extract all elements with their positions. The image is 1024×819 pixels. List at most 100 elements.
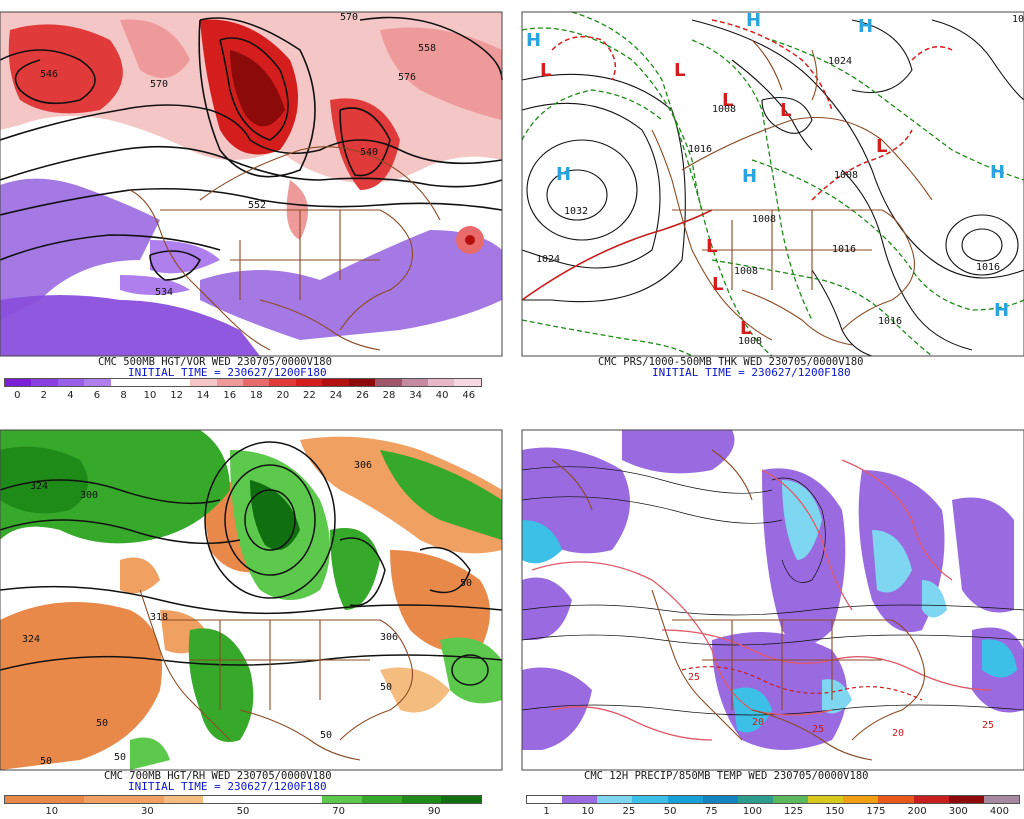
colorbar-swatch — [124, 796, 164, 803]
contour-label: 50 — [320, 730, 332, 741]
isobar-label: 1008 — [834, 170, 858, 181]
contour-label: 576 — [398, 72, 416, 83]
contour-label: 570 — [150, 79, 168, 90]
colorbar-tick-label: 14 — [196, 390, 210, 401]
contour-label: 324 — [30, 481, 48, 492]
low-pressure-marker: L — [876, 136, 887, 157]
panel-title: CMC 500MB HGT/VOR WED 230705/0000V180 — [98, 356, 332, 368]
colorbar-swatch — [913, 796, 949, 803]
colorbar-swatch — [216, 379, 243, 386]
colorbar-swatch — [84, 796, 125, 803]
contour-label: 306 — [354, 460, 372, 471]
colorbar-swatch — [527, 796, 563, 803]
colorbar-swatch — [5, 796, 45, 803]
isotherm-label: 20 — [752, 717, 764, 728]
panel-pressure-thickness: H H H H H H H L L L L L L L L 1032 10 — [512, 0, 1024, 410]
colorbar-tick-label: 300 — [948, 806, 968, 817]
low-pressure-marker: L — [740, 318, 751, 339]
colorbar-swatch — [401, 796, 442, 803]
isobar-label: 1016 — [832, 244, 856, 255]
colorbar-tick-label: 34 — [409, 390, 422, 401]
isobar-label: 1008 — [712, 104, 736, 115]
panel-precip-850mb-temp: 25 20 25 20 25 CMC 12H PRECIP/850MB TEMP… — [512, 410, 1024, 819]
isotherm-label: 25 — [982, 720, 994, 731]
contour-label: 570 — [340, 12, 358, 23]
colorbar-swatch — [163, 379, 191, 386]
low-pressure-marker: L — [540, 60, 551, 81]
colorbar-humidity — [4, 795, 482, 804]
isotherm-label: 25 — [688, 672, 700, 683]
contour-label: 546 — [40, 69, 58, 80]
contour-label: 318 — [150, 612, 168, 623]
panel-title: CMC 12H PRECIP/850MB TEMP WED 230705/000… — [584, 770, 869, 782]
colorbar-swatch — [948, 796, 984, 803]
low-pressure-marker: L — [722, 90, 733, 111]
colorbar-tick-label: 2 — [40, 390, 48, 401]
colorbar-swatch — [31, 379, 58, 386]
contour-label: 50 — [40, 756, 52, 767]
panel-title: CMC PRS/1000-500MB THK WED 230705/0000V1… — [598, 356, 864, 368]
colorbar-tick-label: 0 — [14, 390, 21, 401]
colorbar-tick-label: 46 — [462, 390, 476, 401]
contour-label: 306 — [380, 632, 398, 643]
map-precip: 25 20 25 20 25 — [512, 410, 1024, 819]
high-pressure-marker: H — [990, 162, 1005, 183]
colorbar-tick-label: 26 — [356, 390, 369, 401]
isobar-label: 1024 — [536, 254, 560, 265]
colorbar-vorticity — [4, 378, 482, 387]
colorbar-swatch — [190, 379, 217, 386]
isobar-label: 1016 — [688, 144, 712, 155]
map-500mb: 546 558 570 570 552 534 576 540 — [0, 0, 512, 410]
colorbar-tick-label: 18 — [249, 390, 263, 401]
contour-label: 50 — [380, 682, 392, 693]
colorbar-swatch — [44, 796, 85, 803]
isobar-label: 1024 — [828, 56, 852, 67]
colorbar-tick-label: 25 — [622, 806, 636, 817]
contour-label: 558 — [418, 43, 436, 54]
isobar-label: 1032 — [564, 206, 588, 217]
panel-700mb-humidity: 324 318 306 300 306 50 50 50 50 324 50 5… — [0, 410, 512, 819]
colorbar-swatch — [454, 379, 481, 386]
colorbar-tick-label: 22 — [303, 390, 316, 401]
colorbar-swatch — [737, 796, 773, 803]
colorbar-swatch — [269, 379, 296, 386]
colorbar-tick-label: 40 — [435, 390, 449, 401]
colorbar-swatch — [597, 796, 633, 803]
colorbar-swatch — [282, 796, 323, 803]
colorbar-swatch — [57, 379, 85, 386]
colorbar-swatch — [632, 796, 668, 803]
colorbar-tick-label: 4 — [67, 390, 74, 401]
colorbar-swatch — [878, 796, 914, 803]
contour-label: 50 — [96, 718, 108, 729]
isotherm-label: 20 — [892, 728, 904, 739]
panel-title: CMC 700MB HGT/RH WED 230705/0000V180 — [104, 770, 332, 782]
isobar-label: 1008 — [734, 266, 758, 277]
low-pressure-marker: L — [712, 274, 723, 295]
contour-label: 534 — [155, 287, 173, 298]
isobar-label: 1008 — [738, 336, 762, 347]
isobar-label: 1016 — [976, 262, 1000, 273]
colorbar-swatch — [322, 379, 349, 386]
contour-label: 540 — [360, 147, 378, 158]
colorbar-swatch — [362, 796, 402, 803]
contour-label: 552 — [248, 200, 266, 211]
colorbar-tick-label: 8 — [120, 390, 127, 401]
colorbar-swatch — [562, 796, 598, 803]
colorbar-tick-label: 90 — [427, 806, 441, 817]
colorbar-swatch — [295, 379, 323, 386]
isobar-label: 1008 — [752, 214, 776, 225]
colorbar-swatch — [348, 379, 376, 386]
colorbar-swatch — [163, 796, 204, 803]
low-pressure-marker: L — [706, 236, 717, 257]
colorbar-swatch — [110, 379, 138, 386]
colorbar-tick-label: 50 — [236, 806, 250, 817]
colorbar-tick-label: 125 — [784, 806, 804, 817]
colorbar-swatch — [84, 379, 111, 386]
panel-500mb-vorticity: 546 558 570 570 552 534 576 540 CMC 500M… — [0, 0, 512, 410]
low-pressure-marker: L — [780, 100, 791, 121]
colorbar-swatch — [375, 379, 402, 386]
high-pressure-marker: H — [526, 30, 541, 51]
map-700mb: 324 318 306 300 306 50 50 50 50 324 50 5… — [0, 410, 512, 819]
colorbar-tick-label: 10 — [45, 806, 59, 817]
colorbar-tick-label: 24 — [329, 390, 343, 401]
